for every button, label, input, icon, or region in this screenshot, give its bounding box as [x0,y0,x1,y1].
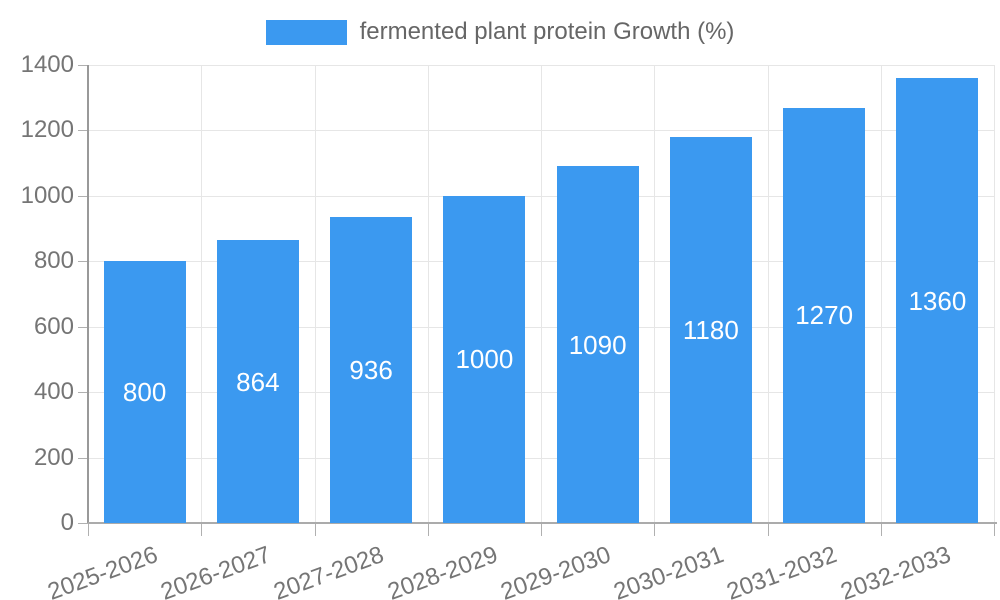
gridline-vertical [541,65,542,523]
x-axis-tick [994,523,995,536]
y-axis-tick-label: 1000 [20,181,74,209]
y-axis-tick [78,130,88,132]
x-axis-tick-label: 2030-2031 [610,541,728,600]
gridline-vertical [654,65,656,523]
y-axis-tick-label: 1400 [20,51,74,78]
x-axis-tick [654,523,656,536]
chart-legend[interactable]: fermented plant protein Growth (%) [0,18,1000,46]
y-axis-line [87,65,89,523]
x-axis-tick [88,523,89,536]
y-axis-tick-label: 400 [33,378,74,406]
x-axis-tick-label: 2026-2027 [157,541,275,600]
bar[interactable] [216,240,299,523]
x-axis-tick [314,523,316,536]
x-axis-tick [541,523,542,536]
x-axis-tick-label: 2028-2029 [383,541,501,600]
y-axis-tick-label: 800 [33,247,74,275]
gridline-vertical [994,65,995,523]
x-axis-tick [880,523,882,536]
y-axis-tick-label: 600 [33,312,74,340]
gridline-vertical [201,65,203,523]
x-axis-tick [201,523,203,536]
x-axis-tick-label: 2027-2028 [270,541,388,600]
y-axis-tick-label: 0 [60,509,74,536]
legend-label: fermented plant protein Growth (%) [359,18,735,45]
x-axis-tick [427,523,429,536]
x-axis-tick-label: 2025-2026 [44,541,162,600]
y-axis-tick [78,195,88,197]
x-axis-tick-label: 2029-2030 [497,541,615,600]
gridline-vertical [427,65,429,523]
x-axis-tick [767,523,769,536]
bar[interactable] [896,78,979,523]
bar[interactable] [669,136,752,523]
bar[interactable] [556,166,639,523]
gridline-vertical [880,65,882,523]
x-axis-tick-label: 2031-2032 [723,541,841,600]
y-axis-tick [78,326,88,328]
bar[interactable] [103,261,186,523]
bar[interactable] [443,195,526,523]
y-axis-tick [78,523,88,524]
y-axis-tick [78,261,88,263]
y-axis-tick [78,65,88,66]
gridline-vertical [767,65,769,523]
x-axis-tick-label: 2032-2033 [836,541,954,600]
y-axis-tick [78,457,88,459]
y-axis-tick-label: 1200 [20,116,74,144]
bar[interactable] [330,216,413,523]
x-axis-line [88,522,997,524]
y-axis-tick [78,392,88,394]
gridline-vertical [314,65,316,523]
bar[interactable] [783,107,866,523]
y-axis-tick-label: 200 [33,443,74,471]
legend-color-swatch [265,19,347,45]
